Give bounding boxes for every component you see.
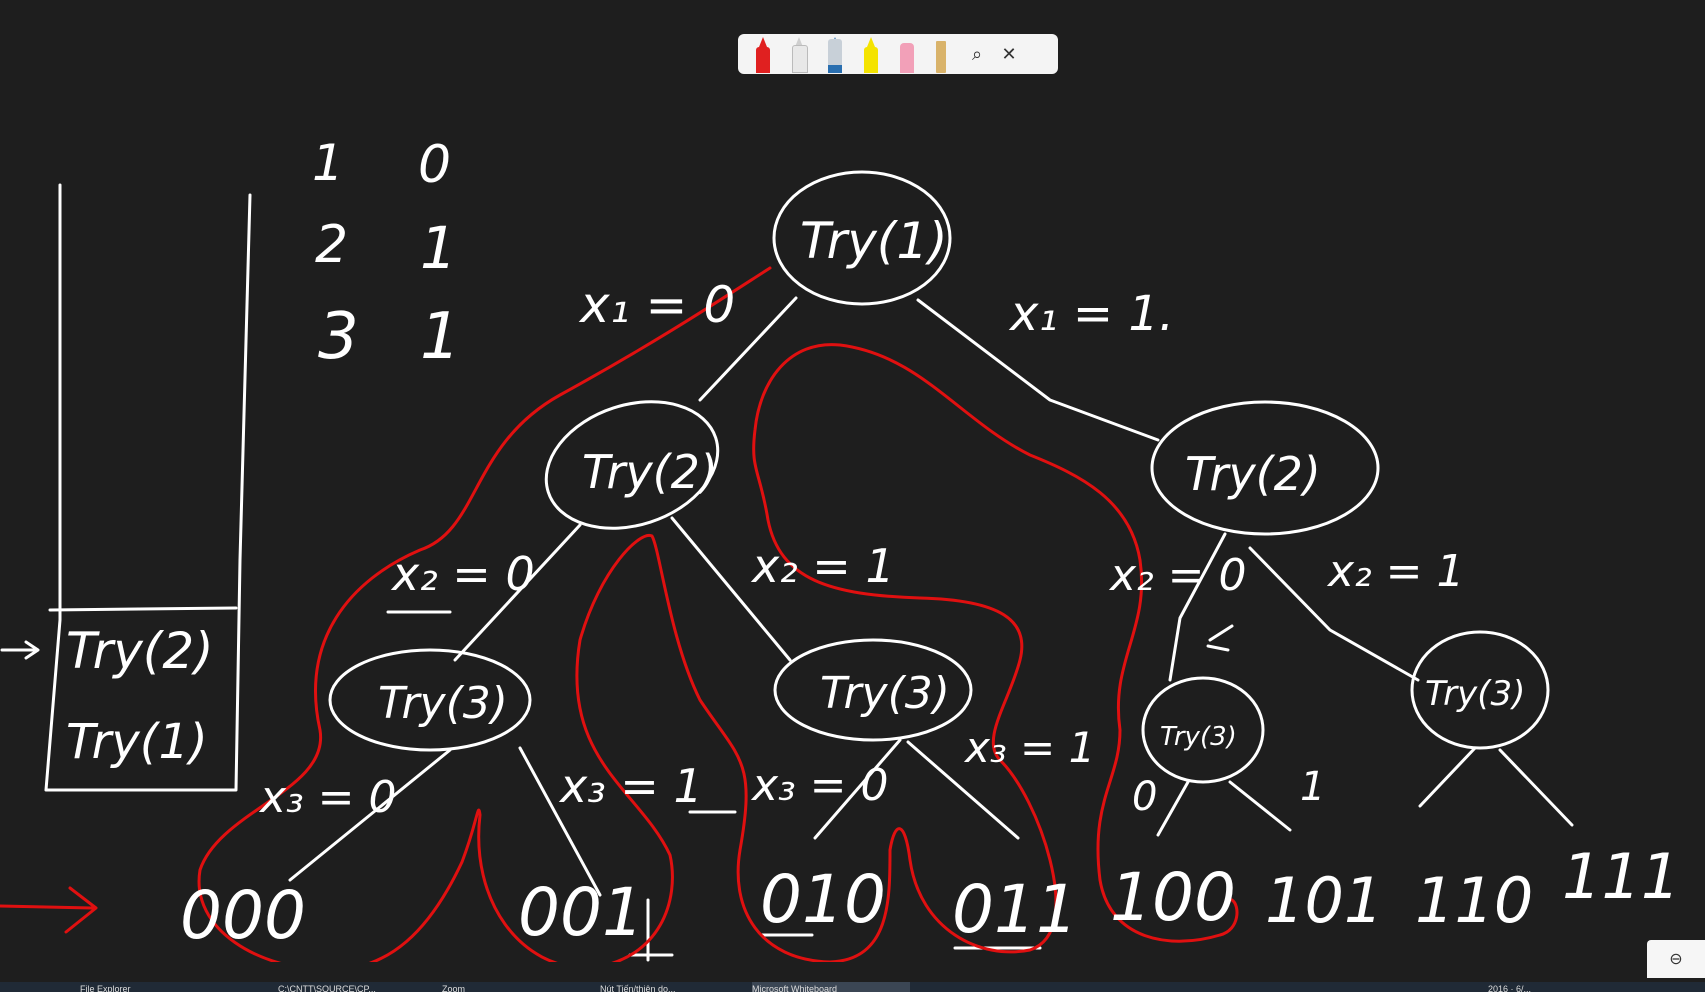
node-root-label: Try(1) — [800, 212, 948, 270]
taskbar-item-doc[interactable]: Nút Tiến/thiện do... — [600, 984, 676, 992]
edge-right-rl — [1168, 532, 1227, 682]
edge-label-x1-1: x₁ = 1. — [1008, 286, 1174, 342]
edge-label-c0: 0 — [1132, 774, 1157, 820]
table-r2-c2: 1 — [420, 214, 457, 282]
edge-lr-010 — [813, 738, 902, 840]
node-rl-outline — [1141, 676, 1265, 784]
node-rl-label: Try(3) — [1160, 722, 1237, 752]
edge-label-x2-1-left: x₂ = 1 — [750, 539, 895, 593]
node-left-label: Try(2) — [582, 445, 718, 499]
edge-root-left — [698, 296, 798, 402]
edge-root-right — [916, 298, 1160, 442]
stack-item-top: Try(2) — [66, 622, 214, 680]
ruler-icon — [936, 41, 946, 73]
leaf-100: 100 — [1110, 859, 1236, 936]
node-right-label: Try(2) — [1185, 447, 1321, 501]
leaf-000: 000 — [180, 877, 306, 954]
stack-divider — [48, 606, 238, 612]
edge-label-x2-0-right: x₂ = 0 — [1108, 550, 1247, 601]
node-rr-outline — [1410, 630, 1550, 750]
edge-lr-011 — [906, 740, 1020, 840]
edge-label-x3-1-b: x₃ = 1 — [963, 723, 1095, 772]
edge-rl-101 — [1228, 780, 1292, 832]
red-traversal-path — [197, 266, 1239, 962]
ruler-tool[interactable] — [928, 35, 958, 73]
red-pen-tip — [759, 37, 767, 47]
leaf-111: 111 — [1562, 840, 1680, 913]
leaf-011: 011 — [952, 871, 1078, 948]
table-r1-c2: 0 — [418, 135, 451, 195]
blue-pen-tool[interactable] — [820, 35, 850, 73]
edge-label-x2-1-right: x₂ = 1 — [1326, 546, 1465, 597]
table-r2-c1: 2 — [315, 215, 348, 275]
node-left-outline — [544, 400, 720, 530]
taskbar: File Explorer C:\CNTT\SOURCE\CP... Zoom … — [0, 982, 1705, 992]
table-r1-c1: 1 — [312, 134, 344, 192]
edge-label-x3-0-b: x₃ = 0 — [750, 760, 889, 811]
edge-rr-111 — [1498, 748, 1574, 827]
highlighter-tool[interactable] — [856, 35, 886, 73]
whiteboard-canvas[interactable]: 1 0 2 1 3 1 Try(2) Try(1) Try(1) Try(2) … — [0, 0, 1705, 962]
edge-rl-100 — [1156, 780, 1190, 837]
edge-ll-001 — [518, 746, 602, 897]
stack-item-bottom: Try(1) — [66, 714, 208, 770]
edge-left-ll — [453, 523, 582, 662]
edge-left-lr — [670, 516, 792, 662]
red-arrow — [0, 886, 98, 934]
lasso-icon[interactable]: ⌕ — [971, 43, 983, 64]
edge-label-x2-0-left: x₂ = 0 — [390, 547, 535, 601]
node-lr-label: Try(3) — [820, 668, 950, 719]
taskbar-item-file-explorer[interactable]: File Explorer — [80, 984, 131, 992]
taskbar-item-source[interactable]: C:\CNTT\SOURCE\CP... — [278, 984, 376, 992]
node-ll-outline — [328, 648, 532, 752]
node-ll-label: Try(3) — [378, 678, 508, 729]
edge-label-x1-0: x₁ = 0 — [578, 276, 735, 334]
eraser-tool[interactable] — [892, 35, 922, 73]
taskbar-tray: 2016 · 6/... — [1488, 984, 1532, 992]
table-r3-c1: 3 — [318, 300, 359, 374]
edge-label-x3-1-a: x₃ = 1 — [558, 759, 703, 813]
node-lr-outline — [773, 638, 973, 742]
white-pen-tool[interactable] — [784, 35, 814, 73]
taskbar-item-whiteboard[interactable]: Microsoft Whiteboard — [752, 982, 910, 992]
red-pen-tool[interactable] — [748, 35, 778, 73]
leaf-001: 001 — [518, 874, 644, 951]
leaf-010: 010 — [760, 861, 886, 938]
red-pen-icon — [756, 47, 770, 73]
white-pen-tip — [795, 37, 803, 47]
ink-toolbar: ⌕ ✕ — [738, 34, 1058, 74]
edge-label-x3-0-a: x₃ = 0 — [258, 772, 397, 823]
node-root-outline — [772, 170, 952, 306]
white-pen-icon — [792, 45, 808, 73]
edge-right-rr — [1248, 546, 1420, 682]
blue-pen-icon — [828, 39, 842, 73]
drawing-layer: 1 0 2 1 3 1 Try(2) Try(1) Try(1) Try(2) … — [0, 134, 1680, 962]
edge-label-c1: 1 — [1300, 764, 1325, 810]
eraser-icon — [900, 43, 914, 73]
check-mark — [1206, 624, 1234, 652]
highlighter-tip — [867, 37, 875, 47]
leaf-101: 101 — [1265, 864, 1383, 937]
taskbar-item-zoom[interactable]: Zoom — [442, 984, 466, 992]
stack-outline — [44, 183, 252, 792]
close-icon[interactable]: ✕ — [1001, 43, 1017, 64]
highlighter-icon — [864, 47, 878, 73]
table-r3-c2: 1 — [420, 300, 461, 374]
edge-rr-110 — [1418, 746, 1477, 808]
leaf-110: 110 — [1415, 864, 1533, 937]
stack-pointer-arrow — [0, 640, 40, 660]
node-rr-label: Try(3) — [1425, 674, 1525, 714]
value-table: 1 0 2 1 3 1 — [312, 134, 461, 374]
edge-ll-000 — [288, 748, 452, 882]
zoom-icon[interactable]: ⊖ — [1647, 940, 1705, 978]
node-right-outline — [1150, 400, 1380, 536]
stray-mark — [628, 898, 674, 962]
